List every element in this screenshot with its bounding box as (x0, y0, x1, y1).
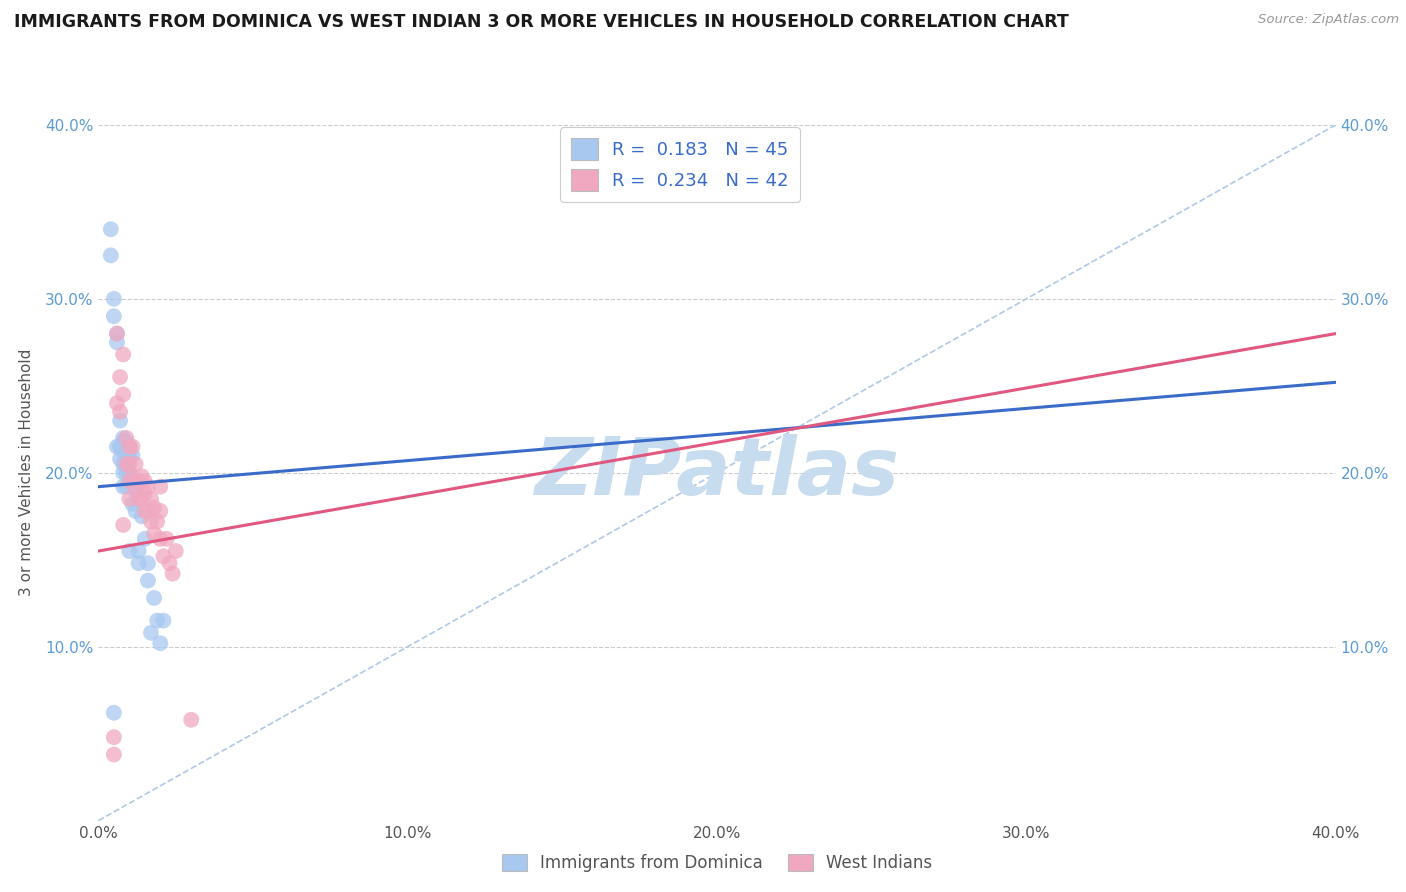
Point (131, 509, 153, 524)
Point (103, 310, 125, 324)
Point (124, 483, 146, 497)
Point (143, 526, 166, 541)
Point (136, 556, 159, 570)
Point (149, 480, 172, 494)
Point (100, 222, 122, 236)
Point (139, 515, 162, 529)
Point (134, 486, 156, 500)
Point (105, 440, 128, 454)
Point (105, 335, 128, 350)
Point (149, 636, 172, 650)
Point (103, 730, 125, 744)
Point (118, 445, 141, 459)
Point (112, 434, 135, 449)
Point (112, 347, 135, 361)
Point (112, 517, 135, 532)
Point (146, 515, 169, 529)
Point (131, 469, 153, 483)
Point (136, 480, 159, 494)
Text: Source: ZipAtlas.com: Source: ZipAtlas.com (1258, 13, 1399, 27)
Point (103, 706, 125, 720)
Point (180, 713, 202, 727)
Point (136, 504, 159, 518)
Point (118, 440, 141, 454)
Point (115, 480, 138, 494)
Legend: Immigrants from Dominica, West Indians: Immigrants from Dominica, West Indians (495, 847, 939, 879)
Point (143, 500, 166, 515)
Point (115, 445, 138, 459)
Point (112, 431, 135, 445)
Point (115, 431, 138, 445)
Point (118, 451, 141, 466)
Point (128, 556, 150, 570)
Point (146, 614, 169, 628)
Point (118, 466, 141, 480)
Point (103, 747, 125, 762)
Point (115, 457, 138, 471)
Point (134, 504, 156, 518)
Point (118, 440, 141, 454)
Point (118, 544, 141, 558)
Point (128, 475, 150, 489)
Point (121, 448, 143, 462)
Point (121, 469, 143, 483)
Point (152, 614, 174, 628)
Point (112, 445, 135, 459)
Point (131, 491, 153, 506)
Point (149, 532, 172, 546)
Point (105, 326, 128, 341)
Point (112, 387, 135, 401)
Point (152, 549, 174, 564)
Text: IMMIGRANTS FROM DOMINICA VS WEST INDIAN 3 OR MORE VEHICLES IN HOUSEHOLD CORRELAT: IMMIGRANTS FROM DOMINICA VS WEST INDIAN … (14, 13, 1069, 31)
Point (121, 475, 143, 489)
Point (108, 440, 131, 454)
Point (143, 591, 166, 605)
Point (128, 544, 150, 558)
Point (159, 556, 181, 570)
Point (108, 370, 131, 384)
Point (112, 480, 135, 494)
Point (112, 457, 135, 471)
Point (115, 457, 138, 471)
Point (165, 544, 187, 558)
Point (124, 504, 146, 518)
Point (134, 475, 156, 489)
Y-axis label: 3 or more Vehicles in Household: 3 or more Vehicles in Household (18, 349, 34, 597)
Text: ZIPatlas: ZIPatlas (534, 434, 900, 512)
Point (121, 440, 143, 454)
Point (124, 480, 146, 494)
Point (118, 491, 141, 506)
Point (112, 466, 135, 480)
Point (155, 532, 177, 546)
Point (115, 434, 138, 449)
Point (128, 491, 150, 506)
Point (108, 405, 131, 419)
Point (149, 504, 172, 518)
Point (105, 396, 128, 410)
Point (118, 475, 141, 489)
Point (121, 497, 143, 511)
Point (103, 292, 125, 306)
Point (139, 491, 162, 506)
Point (162, 566, 184, 581)
Point (124, 457, 146, 471)
Point (136, 574, 159, 588)
Point (118, 475, 141, 489)
Point (108, 451, 131, 466)
Point (105, 326, 128, 341)
Point (139, 625, 162, 640)
Point (100, 248, 122, 262)
Point (118, 457, 141, 471)
Point (115, 466, 138, 480)
Point (108, 414, 131, 428)
Point (108, 440, 131, 454)
Point (134, 532, 156, 546)
